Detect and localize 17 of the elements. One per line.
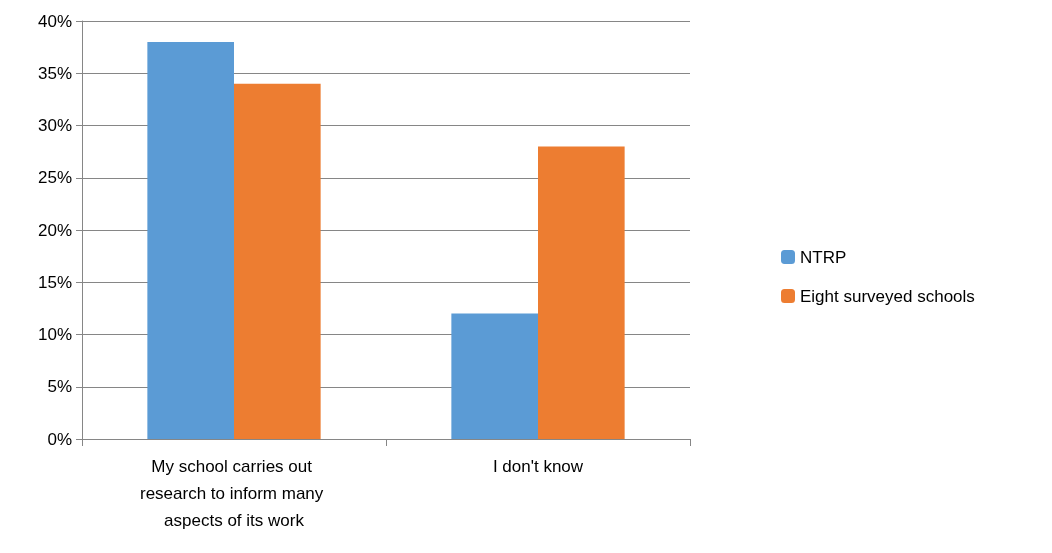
y-tick-label: 20% <box>37 220 72 240</box>
bar <box>538 146 625 439</box>
y-tick-label: 30% <box>37 116 72 135</box>
legend-label: Eight surveyed schools <box>800 286 975 306</box>
y-tick-label: 15% <box>37 272 72 292</box>
bar <box>451 313 538 439</box>
x-tick-label: I don't know <box>492 457 584 476</box>
y-tick-label: 35% <box>37 63 72 83</box>
y-tick-label: 40% <box>37 11 72 31</box>
y-tick-label: 5% <box>47 377 72 397</box>
bar <box>234 83 321 439</box>
y-tick-label: 25% <box>37 168 72 188</box>
x-tick-label: My school carries out research to inform many aspects of its work <box>139 457 329 530</box>
legend-label: NTRP <box>800 247 847 267</box>
bar <box>147 41 234 439</box>
y-tick-label: 0% <box>47 429 72 449</box>
y-tick-label: 10% <box>37 325 72 344</box>
